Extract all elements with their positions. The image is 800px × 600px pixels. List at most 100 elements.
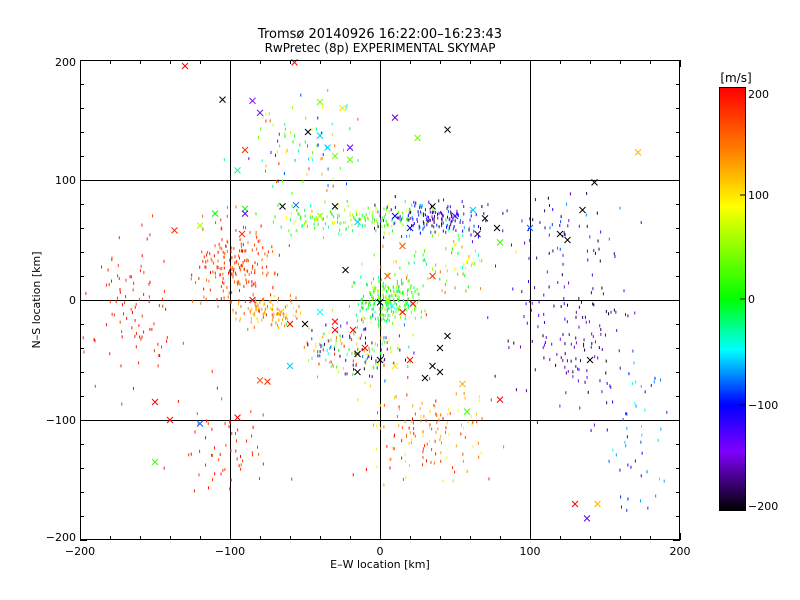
data-point-cross (316, 132, 324, 139)
data-point-cross (429, 362, 436, 370)
colorbar-unit: [m/s] (720, 71, 751, 85)
data-point-cross (249, 296, 256, 304)
data-point-cross (361, 344, 369, 352)
data-point-cross (444, 332, 451, 340)
colorbar-tick-label: 200 (748, 88, 769, 101)
data-point-cross (301, 320, 309, 328)
x-tick-label: −200 (65, 545, 95, 558)
data-point-cross (339, 104, 346, 112)
data-point-cross (279, 203, 286, 210)
chart-title: Tromsø 20140926 16:22:00–16:23:43 (257, 27, 502, 42)
data-point-cross (556, 230, 564, 238)
data-point-cross (436, 344, 444, 352)
data-point-cross (249, 97, 256, 105)
y-tick-label: −200 (46, 531, 76, 544)
data-point-cross (399, 242, 406, 250)
data-point-cross (316, 212, 324, 220)
data-point-cross (324, 144, 331, 151)
data-point-cross (429, 203, 436, 210)
data-point-cross (316, 98, 324, 106)
x-tick-label: 200 (670, 545, 691, 558)
x-axis-label: E–W location [km] (330, 558, 430, 571)
data-point-cross (234, 414, 241, 421)
data-point-cross (583, 515, 591, 522)
data-point-cross (571, 500, 579, 508)
chart-subtitle: RwPretec (8p) EXPERIMENTAL SKYMAP (265, 41, 496, 55)
colorbar-tick-label: 100 (748, 189, 769, 202)
data-point-cross (421, 374, 429, 382)
data-point-cross (241, 146, 249, 154)
data-point-cross (451, 212, 459, 220)
data-point-cross (436, 368, 444, 376)
data-point-cross (496, 239, 504, 246)
data-point-cross (238, 230, 246, 238)
y-tick-label: 200 (55, 56, 76, 69)
data-point-cross (481, 215, 489, 222)
data-point-cross (429, 272, 436, 280)
data-point-cross (196, 420, 204, 427)
data-point-cross (277, 308, 285, 316)
data-point-cross (331, 326, 339, 334)
data-point-cross (304, 128, 312, 136)
data-point-cross (241, 205, 249, 213)
data-point-cross (586, 356, 594, 364)
data-point-cross (234, 167, 241, 174)
colorbar-tick-label: 0 (748, 293, 755, 306)
data-point-cross (388, 302, 396, 310)
y-axis-label: N–S location [km] (30, 251, 43, 348)
data-point-cross (196, 222, 204, 229)
data-point-cross (579, 206, 586, 214)
data-points (82, 59, 668, 522)
data-point-cross (241, 210, 249, 217)
data-point-cross (151, 398, 159, 406)
data-point-cross (286, 362, 294, 370)
data-point-cross (414, 134, 421, 142)
data-point-cross (391, 362, 399, 370)
colorbar-tick-label: −200 (748, 500, 778, 513)
data-point-cross (496, 396, 504, 403)
data-point-cross (181, 62, 189, 70)
data-point-cross (354, 350, 361, 358)
y-tick-label: −100 (46, 414, 76, 427)
data-point-cross (384, 296, 391, 304)
data-point-cross (342, 266, 349, 274)
colorbar-tick-label: −100 (748, 399, 778, 412)
data-point-cross (349, 326, 357, 334)
data-point-cross (406, 224, 414, 232)
data-point-cross (292, 201, 300, 209)
data-point-cross (463, 408, 471, 415)
data-point-cross (391, 114, 399, 121)
data-point-cross (256, 109, 264, 117)
y-tick-label: 0 (69, 294, 76, 307)
x-tick-label: −100 (215, 545, 245, 558)
data-point-cross (391, 212, 399, 220)
data-point-cross (171, 227, 178, 234)
data-point-cross (264, 378, 271, 385)
data-point-cross (331, 203, 339, 210)
data-point-cross (594, 500, 601, 508)
x-tick-label: 0 (377, 545, 384, 558)
data-point-cross (286, 320, 294, 328)
colorbar-ticks (740, 194, 745, 406)
data-point-cross (444, 126, 451, 133)
data-point-cross (151, 458, 159, 466)
data-point-cross (384, 272, 391, 280)
y-tick-labels: −200 −100 0 100 200 (46, 56, 76, 544)
data-point-cross (399, 308, 406, 316)
data-point-cross (346, 156, 354, 163)
data-point-cross (166, 416, 174, 424)
data-point-cross (493, 224, 501, 232)
data-point-cross (211, 210, 219, 217)
data-point-cross (409, 300, 417, 307)
data-point-cross (354, 218, 361, 226)
x-tick-labels: −200 −100 0 100 200 (65, 545, 691, 558)
data-point-cross (331, 152, 339, 160)
data-point-cross (376, 356, 384, 364)
data-point-cross (354, 368, 361, 376)
data-point-cross (406, 356, 414, 364)
x-tick-label: 100 (520, 545, 541, 558)
data-point-cross (469, 206, 477, 214)
y-tick-label: 100 (55, 174, 76, 187)
data-point-cross (376, 299, 384, 306)
